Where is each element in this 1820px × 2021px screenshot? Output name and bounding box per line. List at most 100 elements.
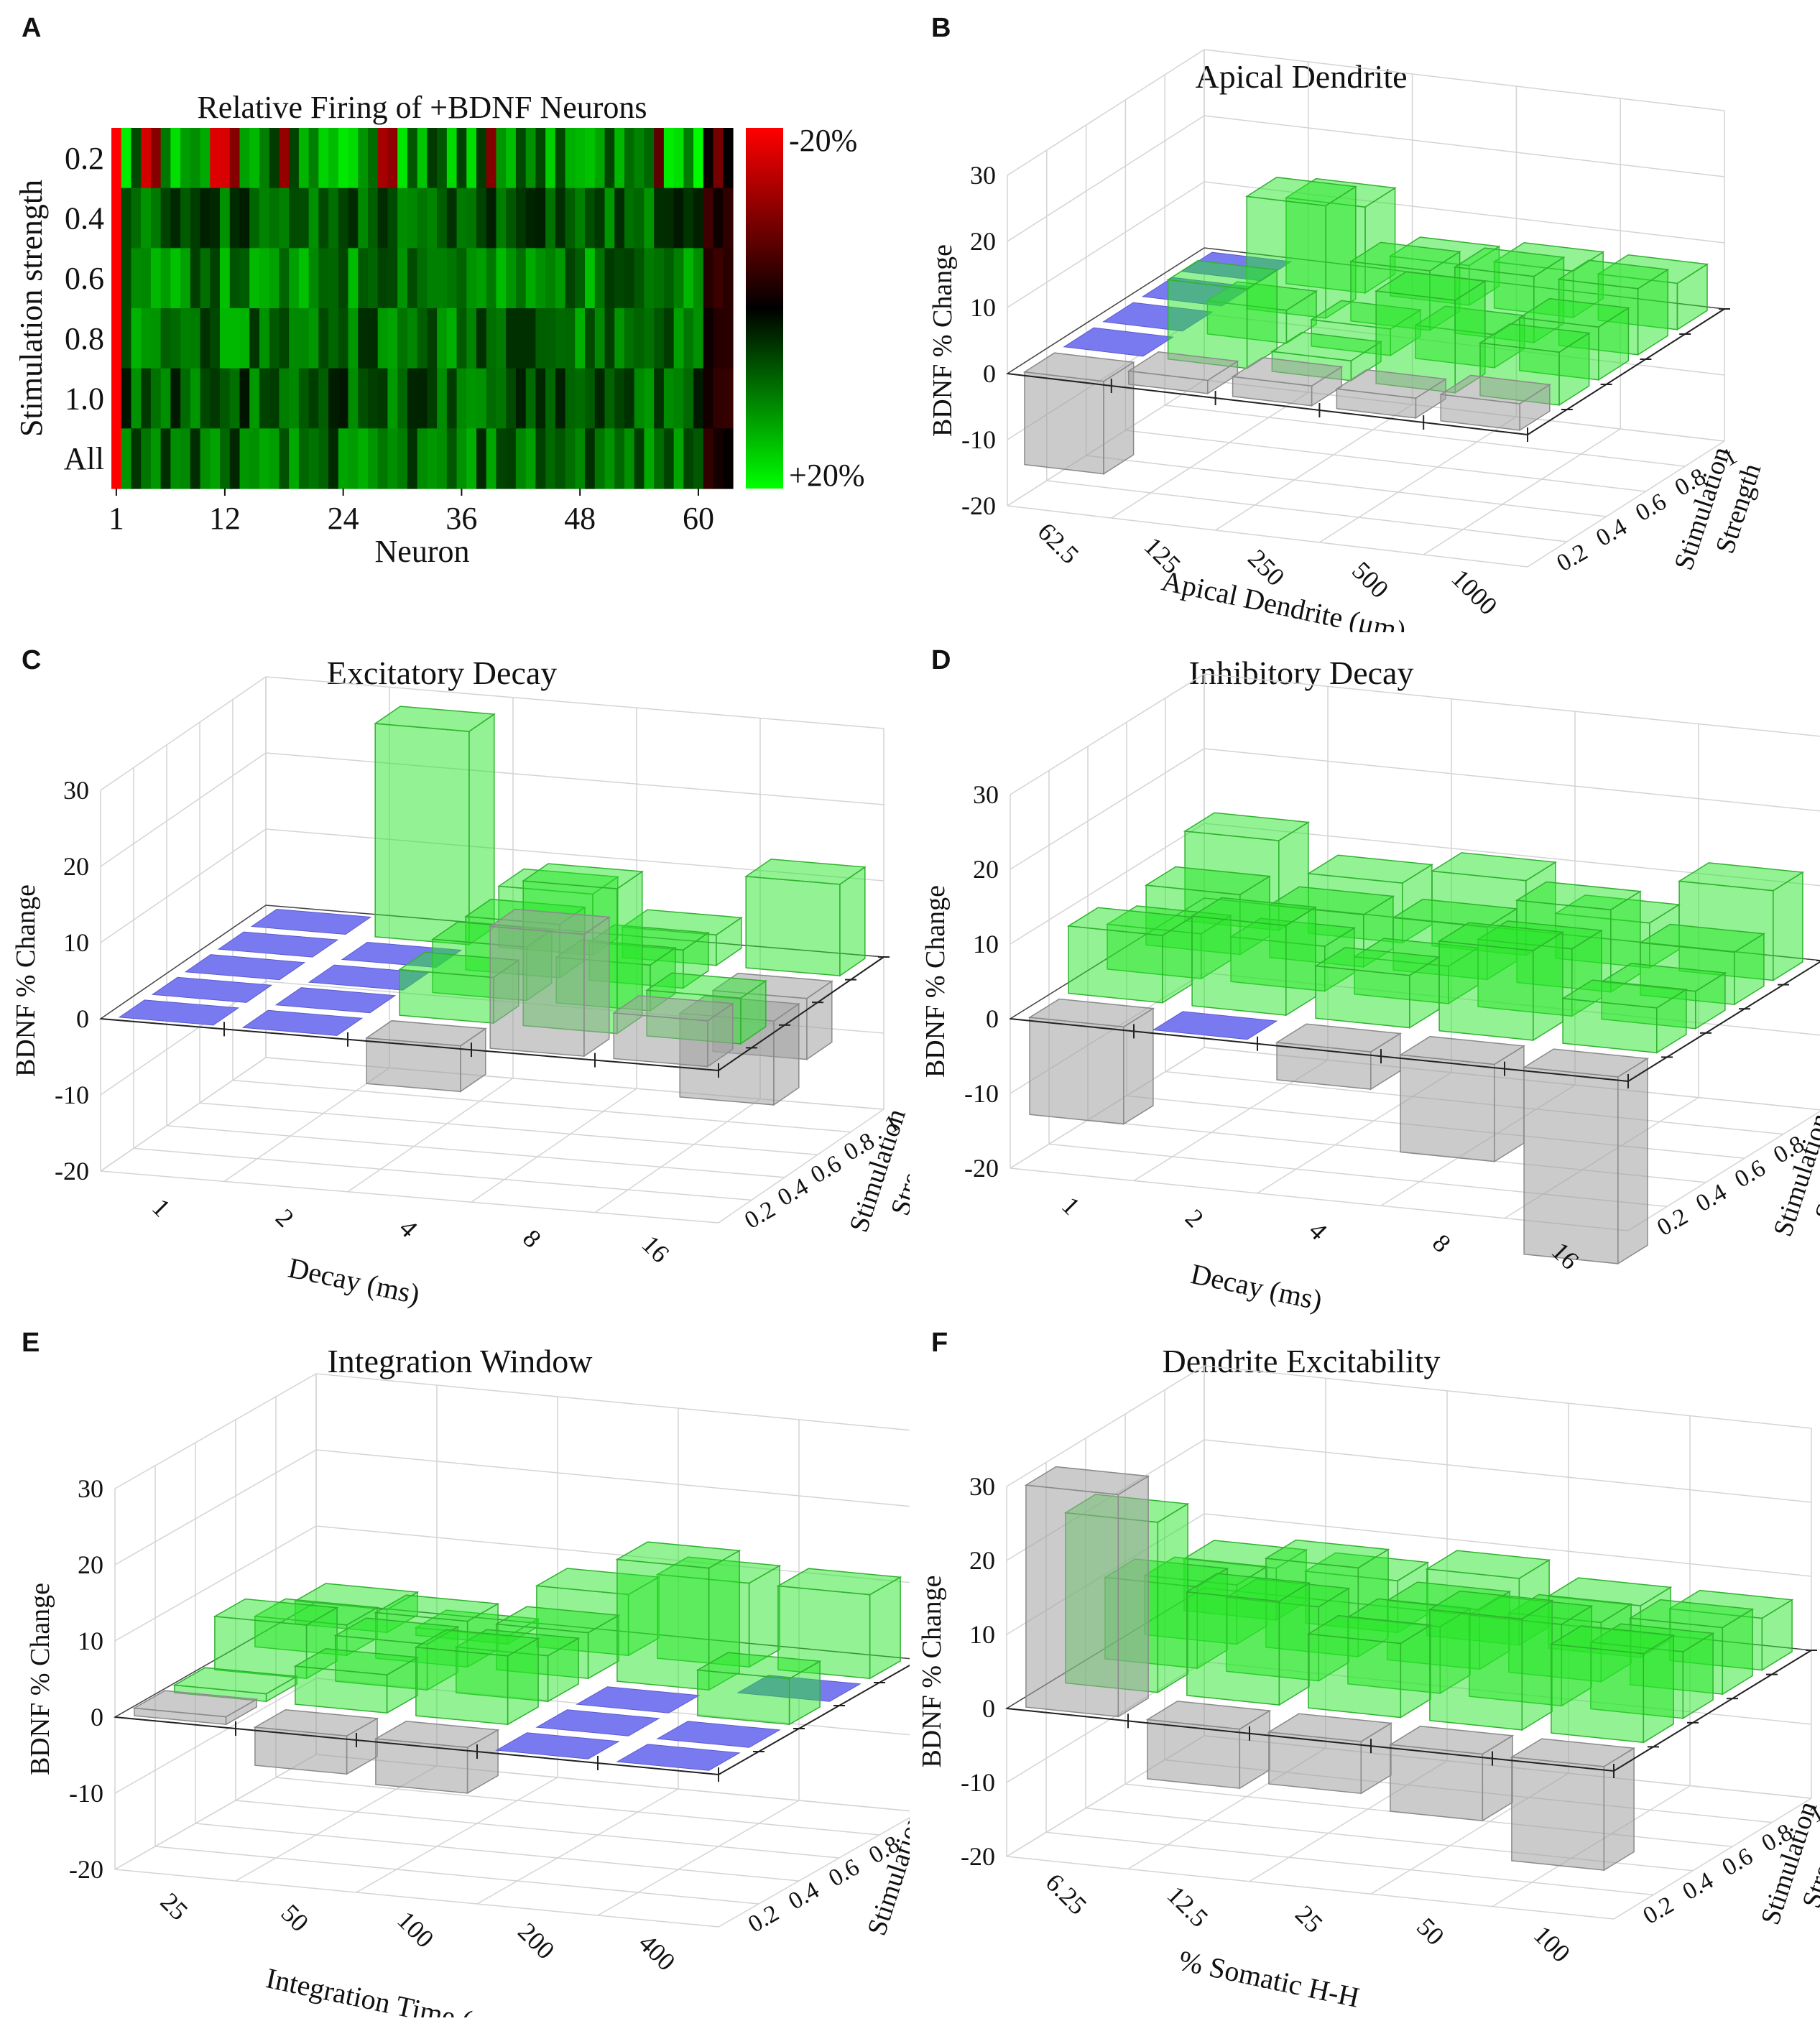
y-tick-label: 20 [63, 852, 89, 881]
bar-top-face [1145, 1701, 1272, 1730]
heatmap-cell [604, 368, 615, 429]
bar3d-chart-excitatory-decay: Excitatory Decay 30 20 10 0 -10 -20 BDNF % Chan… [11, 655, 942, 1310]
heatmap-cell [121, 188, 132, 249]
heatmap-cell [318, 128, 329, 189]
bar-top-face [1437, 922, 1565, 951]
heatmap-cell [220, 128, 231, 189]
heatmap-cell [338, 308, 349, 369]
bar-top-face [1628, 1599, 1755, 1629]
bar-side-face [1123, 1007, 1154, 1125]
heatmap-cell [614, 308, 625, 369]
bar [1267, 1713, 1393, 1795]
heatmap-cell [723, 368, 734, 429]
heatmap-cell [614, 248, 625, 309]
heatmap-cell [496, 128, 507, 189]
heatmap-cell [624, 368, 635, 429]
heatmap-cell [131, 308, 142, 369]
floor-grid-line [232, 1079, 851, 1133]
bar [1145, 1701, 1272, 1790]
heatmap-cell [298, 308, 310, 369]
heatmap-cell [723, 128, 734, 189]
heatmap-cell [535, 368, 546, 429]
z-tick-label: 0.4 [784, 1877, 823, 1915]
heatmap-cell [496, 368, 507, 429]
x-tick-label: 62.5 [1032, 517, 1084, 570]
bar-top-face [1439, 374, 1551, 404]
heatmap-cell [515, 368, 527, 429]
y-tick-label: -10 [964, 1079, 999, 1108]
heatmap-cell [703, 128, 714, 189]
x-tick-label: 25 [1290, 1900, 1329, 1938]
bar-top-face [1561, 979, 1689, 1009]
bar-top-face [1557, 259, 1670, 290]
bar3d-chart-inhibitory-decay: Inhibitory Decay 30 20 10 0 -10 -20 BDNF % Chan… [920, 655, 1820, 1317]
heatmap-cell [141, 128, 152, 189]
heatmap-cell [289, 128, 300, 189]
bar-top-face [1453, 247, 1566, 277]
heatmap-cell [367, 368, 379, 429]
heatmap-cell [545, 368, 556, 429]
heatmap-cell [585, 248, 596, 309]
heatmap-cell [279, 308, 290, 369]
bar-top-face [1518, 297, 1630, 328]
panel-f: F Dendrite Excitability 30 20 10 0 -10 -20 BDNF… [910, 1315, 1820, 2017]
heatmap-cell [318, 248, 329, 309]
zero-marker [274, 987, 397, 1014]
floor-grid-line [114, 1869, 719, 1928]
heatmap-cell [387, 188, 398, 249]
bar-top-face [696, 1652, 822, 1680]
heatmap-cell [377, 428, 389, 489]
bar-top-face [615, 1541, 742, 1569]
z-tick-label: 0.4 [1691, 1179, 1731, 1217]
y-axis-label: BDNF % Change [928, 244, 958, 437]
floor-grid-line [718, 1109, 884, 1224]
bar [1190, 897, 1318, 1017]
heatmap-cell [190, 128, 201, 189]
x-tick-label: 25 [155, 1887, 194, 1926]
heatmap-cell [387, 248, 398, 309]
bar-front-face [1438, 940, 1534, 1041]
heatmap-cell [111, 428, 122, 489]
heatmap-cell [160, 248, 171, 309]
heatmap-cell [141, 308, 152, 369]
bar [1398, 1035, 1526, 1163]
zero-axis [1007, 373, 1528, 435]
y-tick-label: -20 [961, 1842, 995, 1871]
heatmap-cell [338, 128, 349, 189]
heatmap-cell [220, 428, 231, 489]
y-tick-label: 20 [969, 1546, 995, 1575]
heatmap-cell [170, 188, 181, 249]
heatmap-cell [121, 248, 132, 309]
heatmap-cell [624, 308, 635, 369]
heatmap-cell [417, 308, 428, 369]
bar [1388, 1725, 1515, 1822]
zero-marker [535, 1709, 660, 1736]
zero-axis-side [1613, 1650, 1812, 1772]
bar-top-face [1231, 356, 1344, 387]
heatmap-cell [515, 308, 527, 369]
heatmap-cell [160, 428, 171, 489]
bar-front-face [1308, 1633, 1402, 1719]
floor-grid-line [1613, 1798, 1812, 1920]
x-tick-label: 2 [270, 1203, 300, 1233]
bar-top-face [1388, 1725, 1515, 1755]
heatmap-cell [121, 128, 132, 189]
heatmap-cell [466, 188, 477, 249]
heatmap-cell [180, 188, 191, 249]
bar [172, 1667, 299, 1703]
heatmap-cell [713, 368, 724, 429]
bar-top-face [1335, 369, 1448, 399]
bar-side-face [1157, 1502, 1188, 1694]
bar-top-face [1127, 351, 1239, 381]
zero-marker [241, 1009, 364, 1036]
heatmap-cell [634, 368, 645, 429]
back-grid-line [1204, 1365, 1812, 1429]
heatmap-cell [279, 188, 290, 249]
heatmap-cell [604, 128, 615, 189]
heatmap-cell [673, 188, 684, 249]
bar [374, 1721, 500, 1795]
heatmap-cell [348, 368, 359, 429]
bar-top-face [1549, 1625, 1676, 1655]
heatmap-cell [604, 188, 615, 249]
z-axis-label-word: Stimulation [862, 1808, 910, 1939]
